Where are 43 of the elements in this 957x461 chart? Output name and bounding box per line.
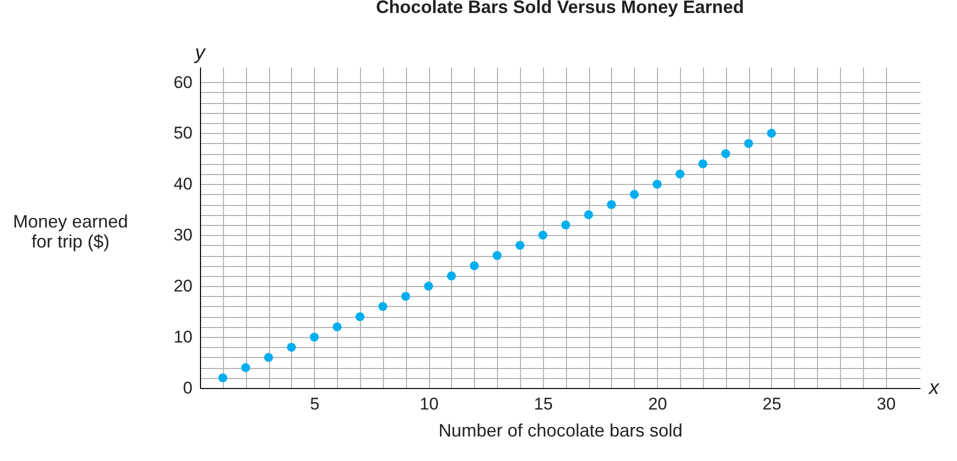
y-tick-label: 10 [174,328,192,347]
point [606,200,616,210]
y-tick-label: 30 [174,226,192,245]
point [584,210,594,220]
y-tick-label: 20 [174,276,192,296]
x-tick-label: 20 [648,394,668,414]
point [241,363,250,372]
point [538,230,548,240]
text: x [928,377,940,399]
point [310,332,319,342]
point [470,261,479,270]
y-tick-label: 50 [174,124,192,143]
point [561,220,570,230]
y-tick-label: 60 [174,72,192,92]
point [424,282,434,291]
point [766,128,776,138]
point [286,342,296,352]
point [744,138,754,148]
point [630,190,639,199]
x-tick-label: 30 [876,394,896,414]
text: y [193,42,206,64]
point [264,352,274,362]
point [332,322,342,332]
point [721,149,730,158]
point [378,302,388,311]
x-axis-title: Number of chocolate bars sold [438,420,683,440]
x-tick-label: 5 [310,394,320,414]
point [218,373,228,382]
point [516,240,524,250]
x-tick-label: 10 [420,394,439,414]
point [652,180,662,189]
x-tick-label: 25 [762,394,782,414]
point [698,159,708,168]
point [446,271,456,280]
point [492,251,502,260]
chart-title: Chocolate Bars Sold Versus Money Earned [376,0,744,17]
x-tick-label: 15 [534,394,553,414]
point [676,170,684,178]
y-tick-label: 0 [183,378,192,398]
y-tick-label: 40 [174,174,192,194]
point [356,312,364,322]
y-axis-title: Money earned for trip ($) [12,212,128,252]
point [401,292,410,301]
